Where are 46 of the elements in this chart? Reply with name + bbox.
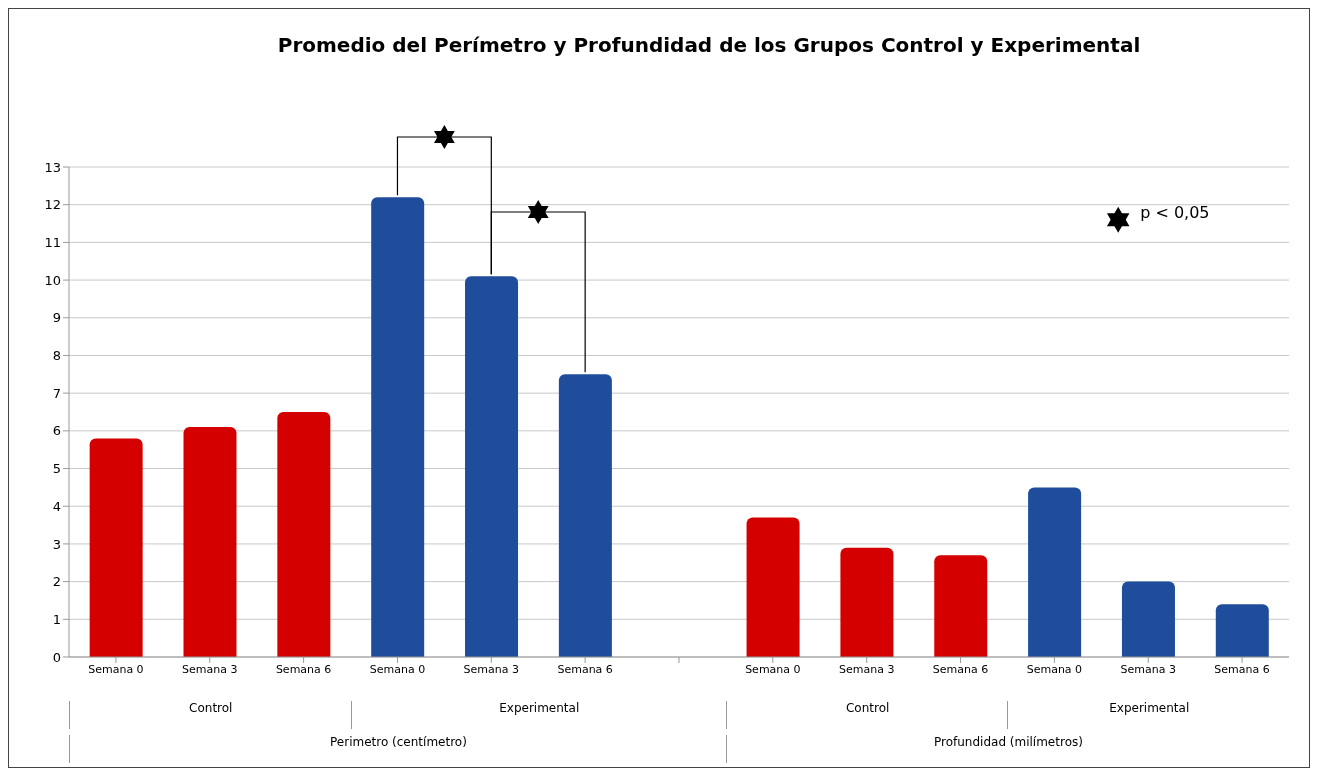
- y-tick-label: 1: [52, 611, 61, 627]
- x-tick-label: Semana 6: [557, 662, 613, 676]
- x-tick-label: Semana 0: [88, 662, 144, 676]
- chart-title: Promedio del Perímetro y Profundidad de los Grupos Control y Experimental: [276, 32, 1142, 57]
- bar: [465, 276, 519, 657]
- y-tick-label: 6: [52, 423, 61, 439]
- y-tick-label: 2: [52, 574, 61, 590]
- bar: [183, 427, 237, 657]
- text: Perimetro (centímetro): [69, 735, 727, 763]
- text: Experimental: [350, 701, 727, 729]
- annotation: p < 0,05: [1140, 202, 1210, 222]
- x-tick-label: Semana 0: [369, 662, 426, 676]
- bar: [746, 517, 800, 657]
- y-tick-label: 7: [52, 385, 61, 401]
- text: Experimental: [1007, 701, 1290, 729]
- x-tick-label: Semana 6: [932, 662, 989, 676]
- bar: [840, 547, 894, 657]
- y-tick-label: 12: [44, 197, 61, 213]
- bar: [934, 555, 988, 657]
- bar: [1028, 487, 1082, 657]
- x-tick-label: Semana 0: [1026, 662, 1083, 676]
- bar: [277, 412, 331, 657]
- y-tick-label: 11: [44, 235, 61, 250]
- text: Control: [69, 701, 352, 729]
- y-tick-label: 10: [44, 272, 61, 288]
- y-tick-label: 3: [52, 536, 61, 552]
- bar: [1121, 581, 1175, 657]
- bar: [371, 197, 425, 657]
- text: Profundidad (milímetros): [725, 735, 1290, 763]
- bar: [558, 374, 612, 657]
- x-tick-label: Semana 6: [1214, 662, 1270, 676]
- y-tick-label: 13: [44, 159, 61, 175]
- y-tick-label: 9: [52, 310, 61, 326]
- bar: [1215, 604, 1269, 657]
- x-tick-label: Semana 0: [745, 662, 801, 676]
- x-tick-label: Semana 3: [838, 662, 895, 676]
- y-tick-label: 5: [52, 461, 61, 477]
- y-tick-label: 4: [52, 498, 61, 514]
- x-tick-label: Semana 3: [1120, 662, 1176, 676]
- x-tick-label: Semana 3: [182, 662, 238, 676]
- y-tick-label: 8: [52, 348, 61, 364]
- bar: [89, 438, 143, 657]
- text: Control: [725, 701, 1009, 729]
- x-tick-label: Semana 3: [463, 662, 520, 676]
- y-tick-label: 0: [52, 649, 61, 665]
- x-tick-label: Semana 6: [275, 662, 332, 676]
